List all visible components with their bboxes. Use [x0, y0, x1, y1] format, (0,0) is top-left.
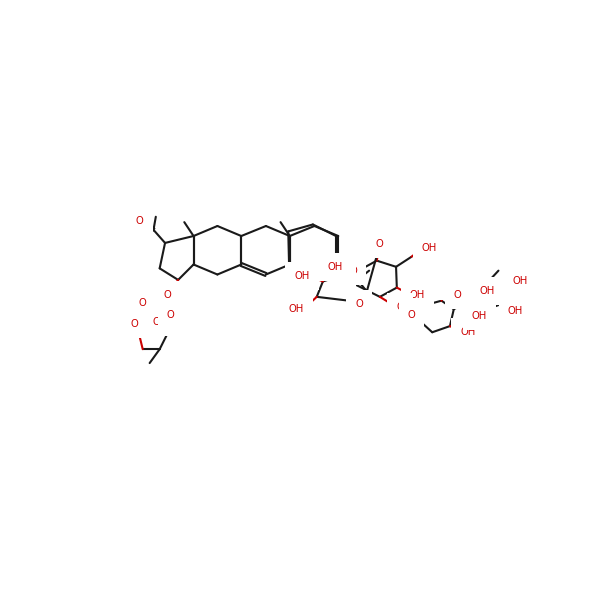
Text: O: O [454, 290, 461, 300]
Text: OH: OH [512, 277, 527, 286]
Text: O: O [375, 239, 383, 250]
Text: OH: OH [328, 262, 343, 272]
Text: OH: OH [479, 286, 494, 296]
Text: OH: OH [422, 242, 437, 253]
Text: O: O [167, 310, 175, 320]
Text: O: O [339, 272, 347, 283]
Text: O: O [163, 290, 171, 300]
Text: O: O [349, 266, 357, 275]
Text: O: O [153, 317, 160, 327]
Text: O: O [407, 310, 415, 320]
Text: OH: OH [410, 290, 425, 300]
Text: O: O [396, 302, 404, 312]
Text: OH: OH [460, 327, 475, 337]
Text: OH: OH [472, 311, 487, 321]
Text: O: O [130, 319, 138, 329]
Text: O: O [136, 217, 143, 226]
Text: O: O [355, 299, 363, 309]
Text: O: O [139, 298, 146, 308]
Text: OH: OH [508, 305, 523, 316]
Text: OH: OH [289, 304, 304, 314]
Text: OH: OH [295, 271, 310, 281]
Text: O: O [445, 281, 452, 291]
